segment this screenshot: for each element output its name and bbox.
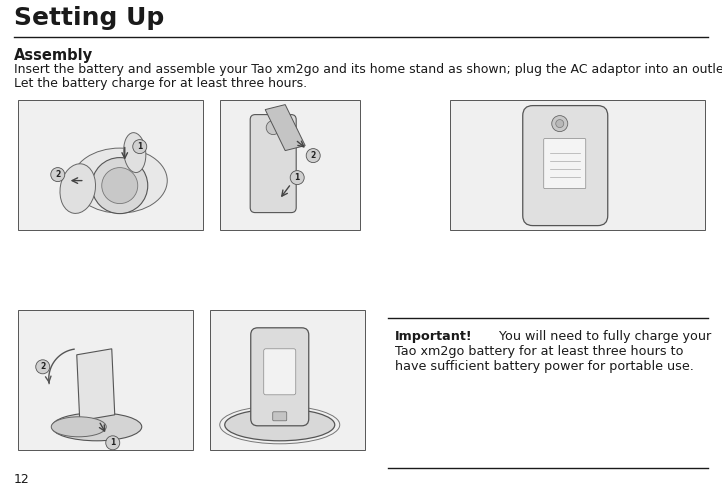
Text: 2: 2: [40, 362, 45, 371]
Circle shape: [92, 157, 148, 214]
Circle shape: [105, 436, 120, 450]
Circle shape: [306, 149, 320, 162]
Ellipse shape: [225, 409, 335, 441]
Circle shape: [51, 168, 65, 182]
Bar: [210, 310, 365, 450]
Circle shape: [266, 121, 280, 135]
FancyBboxPatch shape: [251, 328, 309, 426]
Text: have sufficient battery power for portable use.: have sufficient battery power for portab…: [395, 360, 694, 373]
Text: 2: 2: [55, 170, 61, 179]
Text: Setting Up: Setting Up: [14, 6, 164, 30]
Circle shape: [133, 140, 147, 154]
Text: You will need to fully charge your: You will need to fully charge your: [495, 330, 711, 343]
Polygon shape: [77, 349, 115, 421]
Ellipse shape: [52, 413, 142, 441]
Text: 1: 1: [110, 438, 116, 447]
FancyBboxPatch shape: [544, 139, 586, 188]
Bar: [18, 310, 193, 450]
Circle shape: [36, 360, 50, 374]
Text: Important!: Important!: [395, 330, 473, 343]
FancyBboxPatch shape: [264, 349, 296, 395]
FancyBboxPatch shape: [251, 115, 296, 213]
FancyBboxPatch shape: [273, 412, 287, 421]
Ellipse shape: [60, 164, 95, 214]
Text: 1: 1: [295, 173, 300, 182]
Circle shape: [290, 171, 304, 184]
Text: 2: 2: [310, 151, 316, 160]
Text: Tao xm2go battery for at least three hours to: Tao xm2go battery for at least three hou…: [395, 345, 684, 358]
Circle shape: [552, 116, 567, 131]
Ellipse shape: [72, 148, 168, 213]
Circle shape: [102, 168, 138, 204]
Bar: [18, 100, 203, 230]
Text: 1: 1: [137, 142, 142, 151]
Bar: [450, 100, 705, 230]
Ellipse shape: [51, 417, 106, 437]
Text: Insert the battery and assemble your Tao xm2go and its home stand as shown; plug: Insert the battery and assemble your Tao…: [14, 63, 722, 76]
Text: Assembly: Assembly: [14, 48, 93, 63]
FancyBboxPatch shape: [523, 106, 608, 226]
Text: Let the battery charge for at least three hours.: Let the battery charge for at least thre…: [14, 77, 307, 90]
Polygon shape: [265, 105, 305, 151]
Bar: [220, 100, 360, 230]
Ellipse shape: [123, 133, 146, 173]
Circle shape: [556, 120, 564, 127]
Text: 12: 12: [14, 473, 30, 486]
